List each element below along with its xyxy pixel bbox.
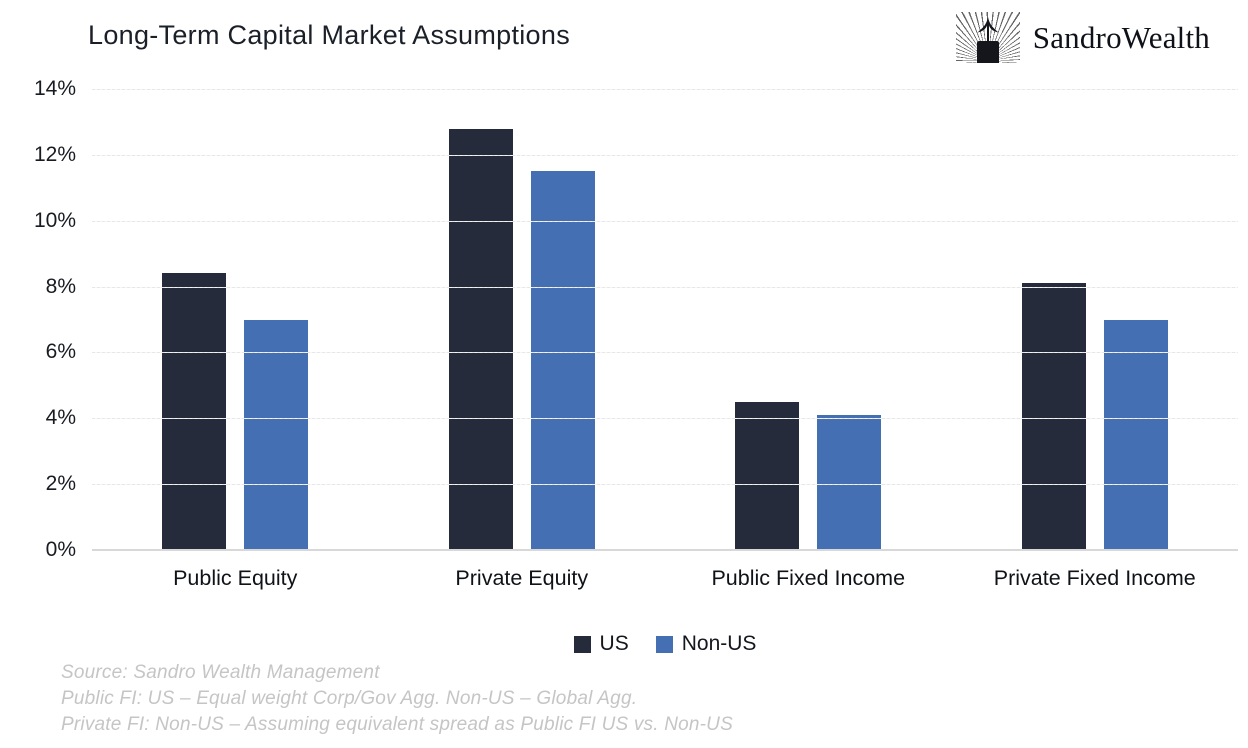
sunburst-fountain-logo-icon — [955, 12, 1020, 63]
bar-groups — [92, 89, 1238, 550]
bar-us-private-fixed-income — [1021, 283, 1086, 550]
y-tick-label-10: 10% — [33, 208, 76, 232]
gridline-4 — [92, 418, 1238, 420]
legend-label-us: US — [599, 632, 629, 655]
y-tick-label-6: 6% — [45, 340, 76, 364]
legend-swatch-non-us — [655, 635, 673, 653]
bar-group-public-fixed-income — [665, 89, 952, 550]
footnotes: Source: Sandro Wealth Management Public … — [61, 660, 733, 738]
bar-us-public-fixed-income — [735, 401, 800, 550]
legend-item-us: US — [573, 632, 629, 656]
bar-us-private-equity — [448, 128, 513, 550]
brand-logo: SandroWealth — [955, 12, 1210, 63]
footnote-private-fi: Private FI: Non-US – Assuming equivalent… — [61, 714, 733, 735]
chart-title: Long-Term Capital Market Assumptions — [88, 20, 570, 50]
x-axis-label-public-fixed-income: Public Fixed Income — [711, 566, 906, 590]
y-tick-label-14: 14% — [33, 77, 76, 100]
gridline-14 — [92, 89, 1238, 90]
x-axis-baseline — [92, 549, 1238, 551]
legend-item-non-us: Non-US — [655, 632, 757, 656]
x-axis-label-private-equity: Private Equity — [455, 566, 589, 590]
plot-area: 0% 2% 4% 6% 8% 10% 12% 14% — [34, 77, 1238, 561]
legend: US Non-US — [92, 632, 1238, 656]
gridline-8 — [92, 286, 1238, 288]
y-tick-label-8: 8% — [45, 274, 76, 298]
x-axis-label-private-fixed-income: Private Fixed Income — [993, 566, 1196, 590]
bar-group-private-equity — [379, 89, 666, 550]
bar-non-us-public-fixed-income — [817, 415, 882, 550]
y-tick-label-0: 0% — [45, 538, 76, 561]
footnote-public-fi: Public FI: US – Equal weight Corp/Gov Ag… — [61, 688, 638, 709]
bar-non-us-private-fixed-income — [1103, 319, 1168, 550]
bar-group-public-equity — [92, 89, 379, 550]
y-tick-label-2: 2% — [45, 472, 76, 496]
gridline-6 — [92, 352, 1238, 354]
footnote-source: Source: Sandro Wealth Management — [61, 662, 380, 683]
y-tick-label-12: 12% — [33, 142, 76, 166]
bar-us-public-equity — [162, 273, 227, 550]
legend-label-non-us: Non-US — [681, 632, 757, 655]
gridline-2 — [92, 484, 1238, 486]
y-tick-label-4: 4% — [45, 406, 76, 430]
gridline-12 — [92, 154, 1238, 156]
bar-non-us-public-equity — [244, 319, 309, 550]
bar-non-us-private-equity — [530, 171, 595, 550]
bar-group-private-fixed-income — [952, 89, 1239, 550]
legend-swatch-us — [573, 635, 591, 653]
x-axis-label-public-equity: Public Equity — [173, 566, 298, 590]
brand-name: SandroWealth — [1032, 19, 1210, 55]
gridline-10 — [92, 220, 1238, 222]
x-axis-labels: Public Equity Private Equity Public Fixed … — [92, 566, 1238, 591]
